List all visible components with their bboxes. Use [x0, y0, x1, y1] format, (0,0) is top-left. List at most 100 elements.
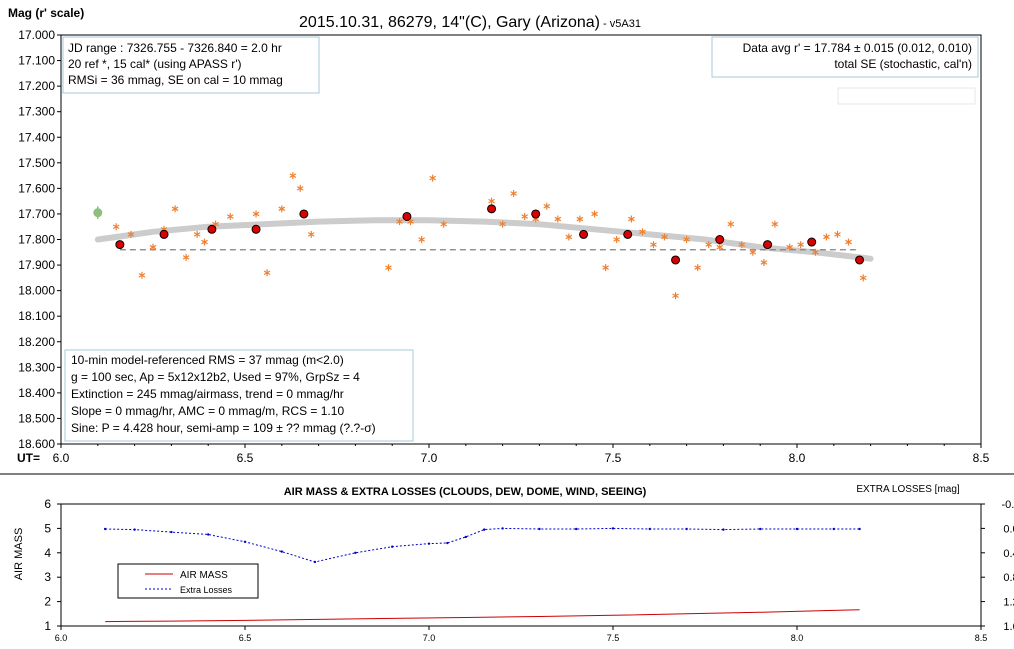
extra-losses-point: [354, 551, 357, 554]
group-data-point: [579, 229, 589, 239]
star-data-point: [749, 248, 757, 256]
y2-tick-label: -0.4: [1002, 499, 1014, 511]
star-data-point: [716, 243, 724, 251]
extra-losses-point: [243, 540, 247, 544]
info-line: JD range : 7326.755 - 7326.840 = 2.0 hr: [68, 41, 282, 55]
extra-losses-point: [538, 527, 541, 531]
top-plot-marks: [93, 172, 874, 300]
extra-losses-point: [103, 527, 107, 531]
star-data-point: [672, 292, 679, 300]
bottom-plot-marks: [103, 527, 861, 623]
group-data-point: [763, 240, 773, 250]
info-line: 20 ref *, 15 cal* (using APASS r'): [68, 57, 241, 71]
star-data-point: [661, 233, 668, 241]
star-data-point: [385, 264, 392, 272]
info-line: 10-min model-referenced RMS = 37 mmag (m…: [71, 353, 344, 367]
star-data-point: [812, 248, 819, 256]
x-tick-label: 7.5: [605, 451, 622, 465]
star-data-point: [429, 174, 437, 182]
group-data-point: [531, 209, 541, 219]
group-data-point: [159, 229, 169, 239]
info-line: RMSi = 36 mmag, SE on cal = 10 mmag: [68, 73, 283, 87]
star-data-point: [683, 236, 690, 243]
star-data-point: [694, 264, 701, 272]
star-data-point: [521, 212, 529, 220]
star-data-point: [705, 241, 713, 249]
star-data-point: [727, 220, 735, 228]
bottom-plot-frame: [60, 503, 982, 627]
star-data-point: [127, 230, 135, 238]
bottom-chart-ylabel: AIR MASS: [13, 528, 25, 581]
star-data-point: [278, 205, 286, 213]
extra-losses-point: [759, 527, 762, 531]
star-data-point: [418, 236, 425, 243]
extra-losses-point: [685, 527, 688, 531]
group-data-point: [671, 255, 681, 265]
group-data-point: [251, 224, 261, 234]
star-data-point: [289, 172, 297, 180]
star-data-point: [182, 253, 190, 261]
y2-tick-label: 1.6: [1003, 621, 1014, 633]
group-data-point: [715, 235, 725, 244]
x-tick-label: 7.5: [607, 633, 620, 643]
info-line: Data avg r' = 17.784 ± 0.015 (0.012, 0.0…: [743, 41, 972, 55]
info-box-top-left: JD range : 7326.755 - 7326.840 = 2.0 hr …: [62, 36, 320, 94]
bottom-legend: AIR MASS Extra Losses: [117, 563, 259, 599]
top-chart-xlabel: UT=: [17, 451, 40, 465]
group-data-point: [487, 204, 497, 214]
extra-losses-point: [648, 527, 651, 531]
star-data-point: [628, 215, 635, 223]
top-chart-title-suffix: - v5A31: [600, 18, 641, 30]
extra-losses-point: [795, 527, 799, 531]
x-tick-label: 8.5: [973, 451, 990, 465]
star-data-point: [859, 274, 867, 282]
y2-tick-label: 1.2: [1003, 597, 1014, 609]
extra-losses-point: [313, 560, 317, 564]
x-tick-label: 8.5: [975, 633, 988, 643]
extra-losses-point: [832, 527, 835, 531]
info-line: total SE (stochastic, cal'n): [834, 57, 972, 71]
star-data-point: [201, 238, 208, 246]
legend-airmass-label: AIR MASS: [180, 570, 228, 581]
bottom-y2-ticks: -0.4 0.0 0.4 0.8 1.2 1.6: [981, 499, 1014, 633]
top-chart-title: 2015.10.31, 86279, 14"(C), Gary (Arizona…: [299, 14, 641, 31]
star-data-point: [738, 241, 746, 249]
star-data-point: [576, 215, 584, 223]
y2-tick-label: 0.0: [1003, 523, 1014, 535]
group-data-point: [115, 240, 125, 250]
extra-losses-point: [133, 528, 136, 531]
star-data-point: [786, 243, 793, 251]
bottom-chart-title: AIR MASS & EXTRA LOSSES (CLOUDS, DEW, DO…: [284, 486, 647, 498]
x-tick-label: 6.5: [237, 451, 254, 465]
x-tick-label: 6.5: [239, 633, 252, 643]
star-data-point: [845, 238, 852, 246]
star-data-point: [112, 223, 120, 231]
y-tick-label: 18.200: [18, 335, 55, 349]
bottom-chart: AIR MASS & EXTRA LOSSES (CLOUDS, DEW, DO…: [13, 484, 1014, 643]
info-line: Slope = 0 mmag/hr, AMC = 0 mmag/m, RCS =…: [71, 404, 344, 418]
star-data-point: [440, 220, 448, 228]
top-chart-title-main: 2015.10.31, 86279, 14"(C), Gary (Arizona…: [299, 14, 600, 31]
y-tick-label: 17.700: [18, 207, 55, 221]
info-line: Extinction = 245 mmag/airmass, trend = 0…: [71, 387, 344, 401]
group-data-point: [855, 255, 865, 265]
star-data-point: [149, 243, 157, 251]
extra-losses-point: [446, 541, 449, 545]
bottom-x-ticks: 6.0 6.5 7.0 7.5 8.0 8.5: [55, 626, 988, 643]
star-data-point: [823, 233, 830, 241]
star-data-point: [263, 269, 271, 277]
extra-losses-point: [427, 542, 431, 545]
airmass-line: [105, 609, 860, 623]
top-x-ticks: 6.0 6.5 7.0 7.5 8.0 8.5: [53, 444, 990, 465]
y-tick-label: 17.600: [18, 181, 55, 195]
group-data-point: [299, 209, 309, 219]
y-tick-label: 17.200: [18, 79, 55, 93]
y-tick-label: 17.900: [18, 258, 55, 272]
star-data-point: [510, 189, 517, 197]
star-data-point: [226, 212, 234, 220]
star-data-point: [565, 233, 573, 241]
star-data-point: [488, 197, 495, 205]
extra-losses-point: [858, 527, 861, 531]
y-tick-label: 17.000: [18, 28, 55, 42]
